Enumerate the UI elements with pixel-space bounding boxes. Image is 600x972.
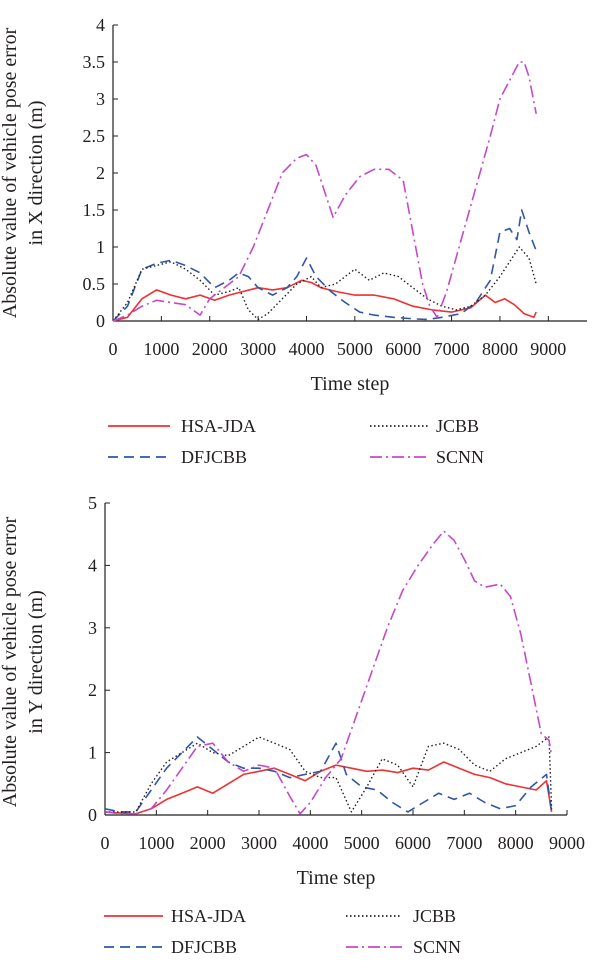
legend-label-jcbb: JCBB [413,906,456,926]
y-tick-label: 3 [96,89,105,109]
series-line-scnn [112,61,537,322]
y-tick-label: 2 [96,163,105,183]
legend-label-dfjcbb: DFJCBB [171,937,237,957]
x-tick-label: 3000 [240,339,276,359]
y-tick-label: 4 [96,15,105,35]
x-tick-label: 5000 [344,833,380,853]
y-tick-label: 4 [88,555,97,575]
x-tick-label: 2000 [192,339,228,359]
x-tick-label: 4000 [292,833,328,853]
series-line-hsa-jda [112,279,537,322]
x-tick-label: 2000 [190,833,226,853]
x-tick-label: 7000 [434,339,470,359]
x-axis-label: Time step [297,867,376,889]
x-tick-label: 3000 [241,833,277,853]
y-tick-label: 1 [88,743,97,763]
x-tick-label: 5000 [337,339,373,359]
y-axis-label: in Y direction (m) [25,590,47,733]
x-tick-label: 7000 [446,833,482,853]
y-tick-label: 0.5 [83,274,106,294]
legend-label-hsa-jda: HSA-JDA [171,906,246,926]
legend-label-scnn: SCNN [413,937,461,957]
y-tick-label: 1.5 [83,200,106,220]
series-line-hsa-jda [104,761,553,815]
y-tick-label: 2.5 [83,126,106,146]
y-axis-label: in X direction (m) [25,101,47,246]
legend-label-hsa-jda: HSA-JDA [181,416,256,436]
y-axis-label: Absolute value of vehicle pose error [0,27,21,318]
legend-label-dfjcbb: DFJCBB [181,447,247,467]
y-tick-label: 1 [96,237,105,257]
x-tick-label: 1000 [138,833,174,853]
x-tick-label: 0 [101,833,110,853]
chart-y-direction: 0 1 2 3 4 5 0 1000 2000 3000 4000 5000 6000 7000 8000 9… [0,493,585,957]
y-tick-label: 0 [88,805,97,825]
x-axis-label: Time step [311,373,390,395]
x-tick-label: 0 [109,339,118,359]
series-line-scnn [104,530,553,815]
series-line-dfjcbb [112,209,537,322]
x-tick-label: 8000 [498,833,534,853]
x-tick-label: 6000 [385,339,421,359]
series-line-jcbb [112,246,537,322]
x-tick-label: 4000 [288,339,324,359]
legend-label-scnn: SCNN [436,447,484,467]
x-tick-label: 9000 [530,339,566,359]
y-tick-label: 0 [96,311,105,331]
x-tick-label: 1000 [143,339,179,359]
y-tick-label: 3.5 [83,52,106,72]
x-tick-label: 8000 [482,339,518,359]
y-tick-label: 2 [88,680,97,700]
series-line-dfjcbb [104,736,553,813]
chart-x-direction: 0 0.5 1 1.5 2 2.5 3 3.5 4 0 1000 2000 3000 4000 5000 60… [0,15,587,467]
x-tick-label: 6000 [395,833,431,853]
x-tick-label: 9000 [549,833,585,853]
y-axis-label: Absolute value of vehicle pose error [0,516,21,807]
legend-label-jcbb: JCBB [436,416,479,436]
y-tick-label: 3 [88,618,97,638]
y-tick-label: 5 [88,493,97,513]
